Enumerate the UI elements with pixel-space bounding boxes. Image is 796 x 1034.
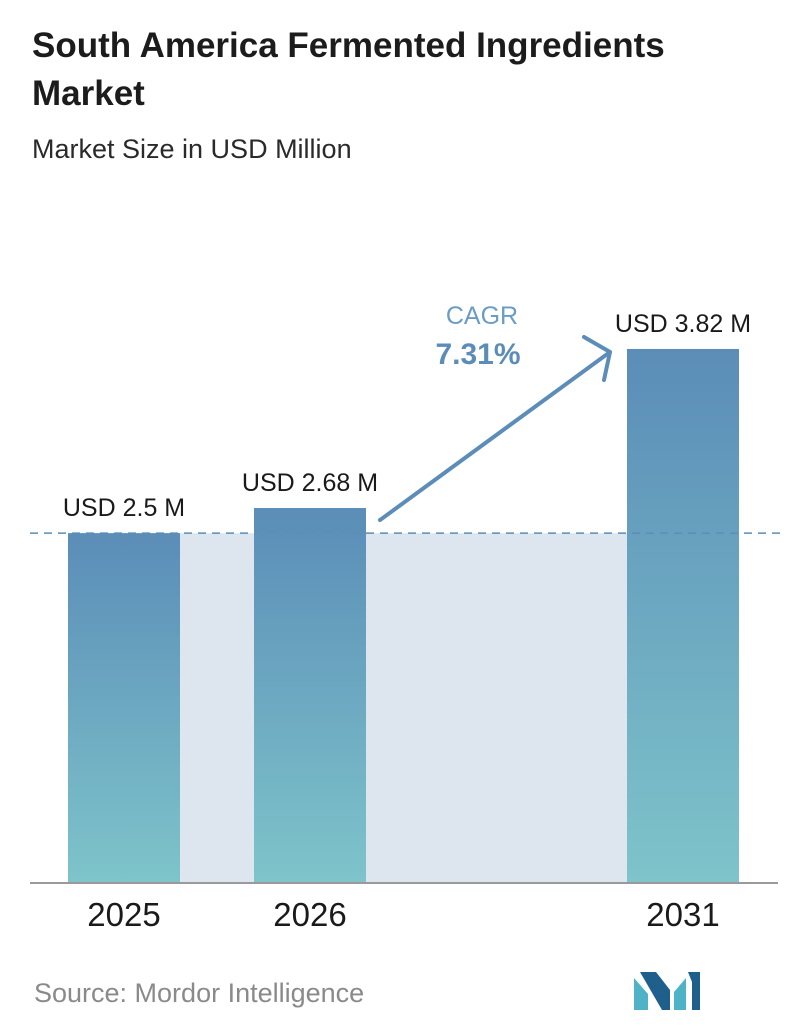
chart-subtitle: Market Size in USD Million (32, 134, 352, 164)
cagr-annotation: CAGR 7.31% (378, 302, 612, 523)
x-tick-label-2025: 2025 (87, 896, 160, 933)
bar-2025 (68, 533, 180, 882)
data-label-2031: USD 3.82 M (615, 310, 751, 338)
cagr-arrow-icon (378, 350, 612, 523)
x-tick-label-group: 2025 2026 2031 (87, 896, 719, 933)
mordor-intelligence-logo-icon (634, 972, 700, 1010)
cagr-arrowhead-icon (582, 335, 612, 382)
data-label-group: USD 2.5 M USD 2.68 M USD 3.82 M (63, 310, 751, 522)
cagr-value: 7.31% (435, 338, 520, 371)
bar-2031 (627, 348, 739, 883)
source-note: Source: Mordor Intelligence (34, 978, 365, 1008)
cagr-label: CAGR (446, 302, 518, 330)
x-tick-label-2026: 2026 (273, 896, 346, 933)
x-tick-label-2031: 2031 (646, 896, 719, 933)
bar-group (68, 348, 739, 883)
bar-2026 (254, 508, 366, 882)
data-label-2025: USD 2.5 M (63, 494, 185, 522)
chart-title: South America Fermented Ingredients Mark… (32, 26, 665, 113)
data-label-2026: USD 2.68 M (242, 469, 378, 497)
